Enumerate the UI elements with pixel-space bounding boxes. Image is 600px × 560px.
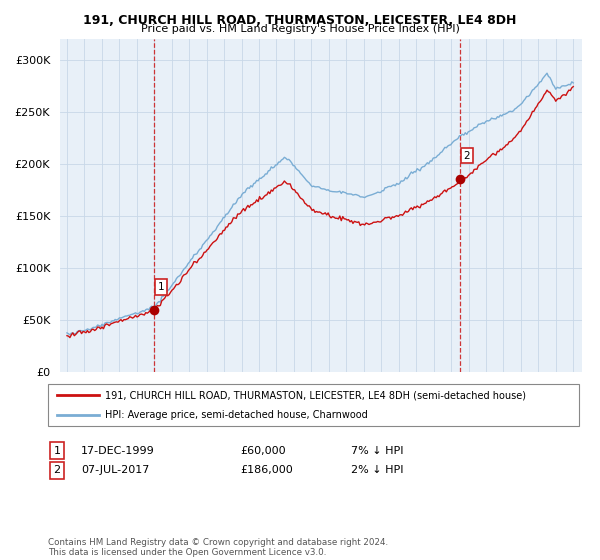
Text: 2: 2 [463, 151, 470, 161]
Text: 1: 1 [158, 282, 164, 292]
Text: Price paid vs. HM Land Registry's House Price Index (HPI): Price paid vs. HM Land Registry's House … [140, 24, 460, 34]
Text: 191, CHURCH HILL ROAD, THURMASTON, LEICESTER, LE4 8DH: 191, CHURCH HILL ROAD, THURMASTON, LEICE… [83, 14, 517, 27]
Text: 7% ↓ HPI: 7% ↓ HPI [351, 446, 404, 456]
Text: 1: 1 [53, 446, 61, 456]
Text: 2: 2 [53, 465, 61, 475]
Text: HPI: Average price, semi-detached house, Charnwood: HPI: Average price, semi-detached house,… [105, 410, 368, 420]
Text: £60,000: £60,000 [240, 446, 286, 456]
Text: Contains HM Land Registry data © Crown copyright and database right 2024.
This d: Contains HM Land Registry data © Crown c… [48, 538, 388, 557]
Text: 191, CHURCH HILL ROAD, THURMASTON, LEICESTER, LE4 8DH (semi-detached house): 191, CHURCH HILL ROAD, THURMASTON, LEICE… [105, 390, 526, 400]
Text: 07-JUL-2017: 07-JUL-2017 [81, 465, 149, 475]
Text: 2% ↓ HPI: 2% ↓ HPI [351, 465, 404, 475]
Text: £186,000: £186,000 [240, 465, 293, 475]
Text: 17-DEC-1999: 17-DEC-1999 [81, 446, 155, 456]
